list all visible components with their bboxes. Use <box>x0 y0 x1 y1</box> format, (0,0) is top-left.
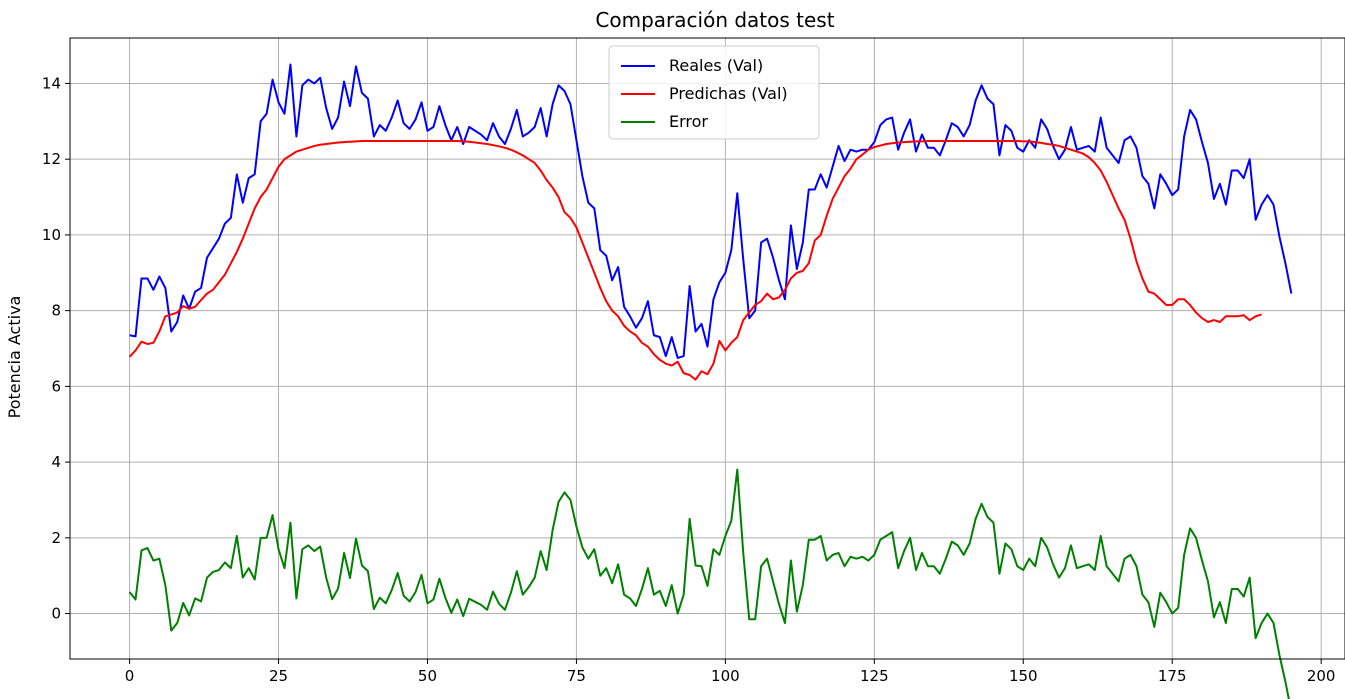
plot-frame <box>69 37 1345 660</box>
axis-ticks: 0 25 50 75 100 125 150 175 200 0 2 4 6 8 10 12 14 <box>42 74 1336 685</box>
y-tick-label: 10 <box>42 226 61 244</box>
y-tick-label: 8 <box>51 302 61 320</box>
series-line-predichas-val <box>128 140 1262 381</box>
x-tick-label: 100 <box>711 667 740 685</box>
x-tick-label: 0 <box>125 667 135 685</box>
series-layer <box>128 63 1293 699</box>
series-line-error <box>128 468 1290 699</box>
x-tick-label: 50 <box>418 667 437 685</box>
legend: Reales (Val) Predichas (Val) Error <box>608 45 820 140</box>
y-tick-label: 14 <box>42 74 61 92</box>
y-tick-label: 0 <box>51 605 61 623</box>
x-tick-label: 25 <box>269 667 288 685</box>
legend-box <box>608 45 820 140</box>
x-tick-label: 150 <box>1009 667 1038 685</box>
y-tick-label: 6 <box>51 377 61 395</box>
x-tick-label: 200 <box>1307 667 1336 685</box>
x-tick-label: 125 <box>860 667 889 685</box>
y-tick-label: 4 <box>51 453 61 471</box>
legend-label-reales-val: Reales (Val) <box>669 56 763 75</box>
x-tick-label: 175 <box>1158 667 1187 685</box>
legend-label-predichas-val: Predichas (Val) <box>669 84 788 103</box>
x-tick-label: 75 <box>567 667 586 685</box>
series-line-reales-val <box>129 63 1293 359</box>
chart-title: Comparación datos test <box>595 8 834 32</box>
y-tick-label: 12 <box>42 150 61 168</box>
y-tick-label: 2 <box>51 529 61 547</box>
legend-label-error: Error <box>669 112 708 131</box>
y-axis-label: Potencia Activa <box>5 296 24 419</box>
